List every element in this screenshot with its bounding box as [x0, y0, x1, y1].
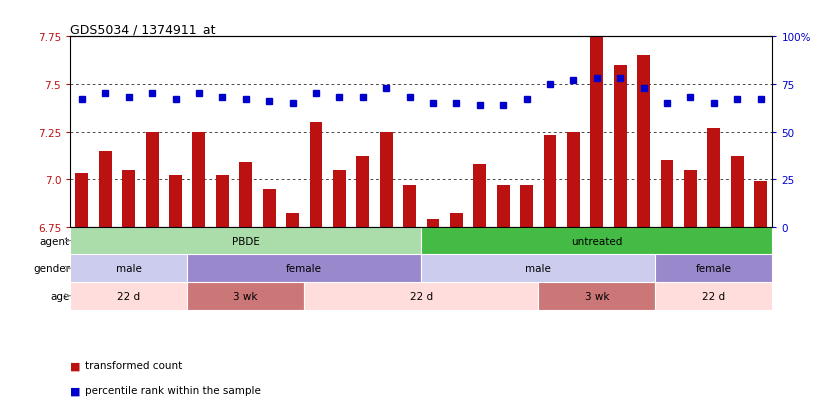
Bar	[145, 132, 159, 227]
Bar	[169, 176, 182, 227]
Text: male: male	[525, 263, 551, 273]
Bar	[380, 132, 392, 227]
Bar	[707, 128, 720, 227]
Text: age: age	[50, 291, 70, 301]
Bar	[122, 170, 135, 227]
Bar	[403, 185, 416, 227]
Bar	[70, 227, 421, 255]
Text: gender: gender	[33, 263, 70, 273]
Text: 3 wk: 3 wk	[234, 291, 258, 301]
Bar	[240, 163, 252, 227]
Text: female: female	[695, 263, 732, 273]
Bar	[684, 170, 697, 227]
Bar	[75, 174, 88, 227]
Bar	[473, 164, 487, 227]
Text: ■: ■	[70, 385, 81, 395]
Text: ■: ■	[70, 361, 81, 370]
Bar	[333, 170, 346, 227]
Text: female: female	[287, 263, 322, 273]
Bar	[496, 185, 510, 227]
Bar	[426, 220, 439, 227]
Bar	[637, 56, 650, 227]
Bar	[655, 255, 772, 282]
Bar	[188, 255, 421, 282]
Bar	[70, 282, 188, 310]
Bar	[591, 9, 603, 227]
Bar	[99, 151, 112, 227]
Text: 22 d: 22 d	[702, 291, 725, 301]
Bar	[539, 282, 655, 310]
Bar	[263, 189, 276, 227]
Bar	[544, 136, 557, 227]
Bar	[520, 185, 533, 227]
Bar	[188, 282, 304, 310]
Text: transformed count: transformed count	[85, 361, 183, 370]
Bar	[421, 227, 772, 255]
Text: PBDE: PBDE	[232, 236, 259, 246]
Bar	[421, 255, 655, 282]
Bar	[216, 176, 229, 227]
Text: GDS5034 / 1374911_at: GDS5034 / 1374911_at	[70, 23, 216, 36]
Bar	[70, 255, 188, 282]
Text: 22 d: 22 d	[117, 291, 140, 301]
Bar	[310, 123, 322, 227]
Bar	[356, 157, 369, 227]
Bar	[655, 282, 772, 310]
Text: untreated: untreated	[571, 236, 623, 246]
Text: 3 wk: 3 wk	[585, 291, 609, 301]
Bar	[450, 214, 463, 227]
Bar	[192, 132, 206, 227]
Bar	[754, 182, 767, 227]
Bar	[614, 66, 627, 227]
Bar	[661, 161, 673, 227]
Bar	[731, 157, 743, 227]
Text: percentile rank within the sample: percentile rank within the sample	[85, 385, 261, 395]
Text: agent: agent	[40, 236, 70, 246]
Text: male: male	[116, 263, 141, 273]
Bar	[567, 132, 580, 227]
Text: 22 d: 22 d	[410, 291, 433, 301]
Bar	[304, 282, 539, 310]
Bar	[286, 214, 299, 227]
